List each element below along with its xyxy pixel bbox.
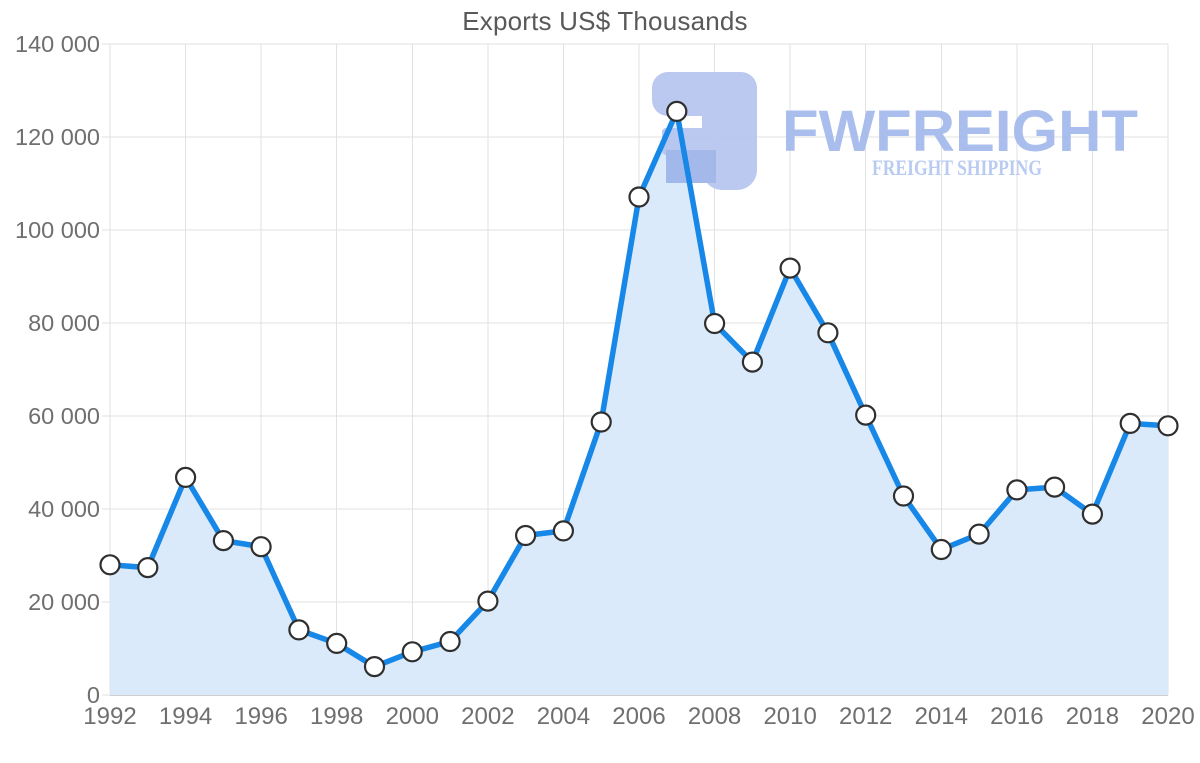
data-point-marker: [1006, 479, 1028, 501]
x-tick-label: 2020: [1141, 703, 1194, 730]
data-point-marker: [1157, 415, 1179, 437]
data-point-marker: [930, 538, 952, 561]
data-point-marker: [779, 257, 801, 279]
data-point-marker: [288, 619, 310, 641]
data-point-marker: [590, 411, 612, 433]
x-tick-label: 1992: [83, 703, 136, 730]
y-tick-label: 60 000: [28, 403, 100, 429]
x-tick-label: 2018: [1066, 703, 1119, 730]
x-tick-label: 1994: [159, 703, 212, 730]
y-tick-label: 20 000: [28, 589, 100, 615]
series-markers: [99, 100, 1179, 678]
y-tick-label: 0: [87, 682, 100, 708]
data-point-marker: [326, 632, 348, 655]
data-point-marker: [666, 100, 688, 123]
data-point-marker: [514, 524, 537, 547]
data-point-marker: [250, 536, 272, 558]
data-point-marker: [212, 529, 234, 552]
y-tick-label: 80 000: [28, 310, 100, 336]
x-tick-label: 2012: [839, 703, 892, 730]
data-point-marker: [363, 655, 386, 678]
data-point-marker: [703, 312, 726, 335]
data-point-marker: [439, 630, 461, 653]
data-point-marker: [741, 351, 764, 373]
x-tick-label: 1998: [310, 703, 363, 730]
data-point-marker: [1119, 412, 1141, 434]
data-point-marker: [628, 186, 650, 208]
y-tick-label: 40 000: [28, 496, 100, 522]
data-point-marker: [1081, 503, 1104, 525]
watermark-tagline: FREIGHT SHIPPING: [872, 155, 1042, 180]
data-point-marker: [1043, 476, 1066, 498]
data-point-marker: [175, 466, 197, 488]
x-tick-label: 2008: [688, 703, 741, 730]
series-area-fill: [110, 111, 1168, 695]
data-point-marker: [477, 590, 499, 612]
watermark: FWFREIGHT FREIGHT SHIPPING: [652, 72, 1138, 190]
x-tick-label: 2004: [537, 703, 590, 730]
data-point-marker: [552, 520, 575, 542]
y-tick-label: 140 000: [15, 31, 100, 57]
y-tick-label: 100 000: [15, 217, 100, 243]
y-tick-label: 120 000: [15, 124, 100, 150]
x-tick-label: 2006: [612, 703, 665, 730]
data-point-marker: [817, 322, 839, 344]
x-tick-label: 2002: [461, 703, 514, 730]
chart-title: Exports US$ Thousands: [462, 6, 748, 36]
data-point-marker: [968, 523, 990, 545]
x-tick-label: 2016: [990, 703, 1043, 730]
x-tick-label: 1996: [234, 703, 287, 730]
data-point-marker: [855, 404, 877, 426]
x-tick-label: 2000: [386, 703, 439, 730]
x-tick-label: 2014: [915, 703, 968, 730]
data-point-marker: [401, 641, 423, 663]
y-axis-labels: 0 20 000 40 000 60 000 80 000 100 000 120 000 1…: [15, 31, 100, 708]
x-axis-labels: 1992 1994 1996 1998 2000 2002 2004 2006 2008 2010…: [83, 703, 1194, 730]
x-tick-label: 2010: [763, 703, 816, 730]
watermark-brand: FWFREIGHT: [782, 99, 1138, 164]
data-point-marker: [137, 556, 159, 579]
data-point-marker: [892, 485, 915, 507]
data-point-marker: [99, 554, 121, 576]
